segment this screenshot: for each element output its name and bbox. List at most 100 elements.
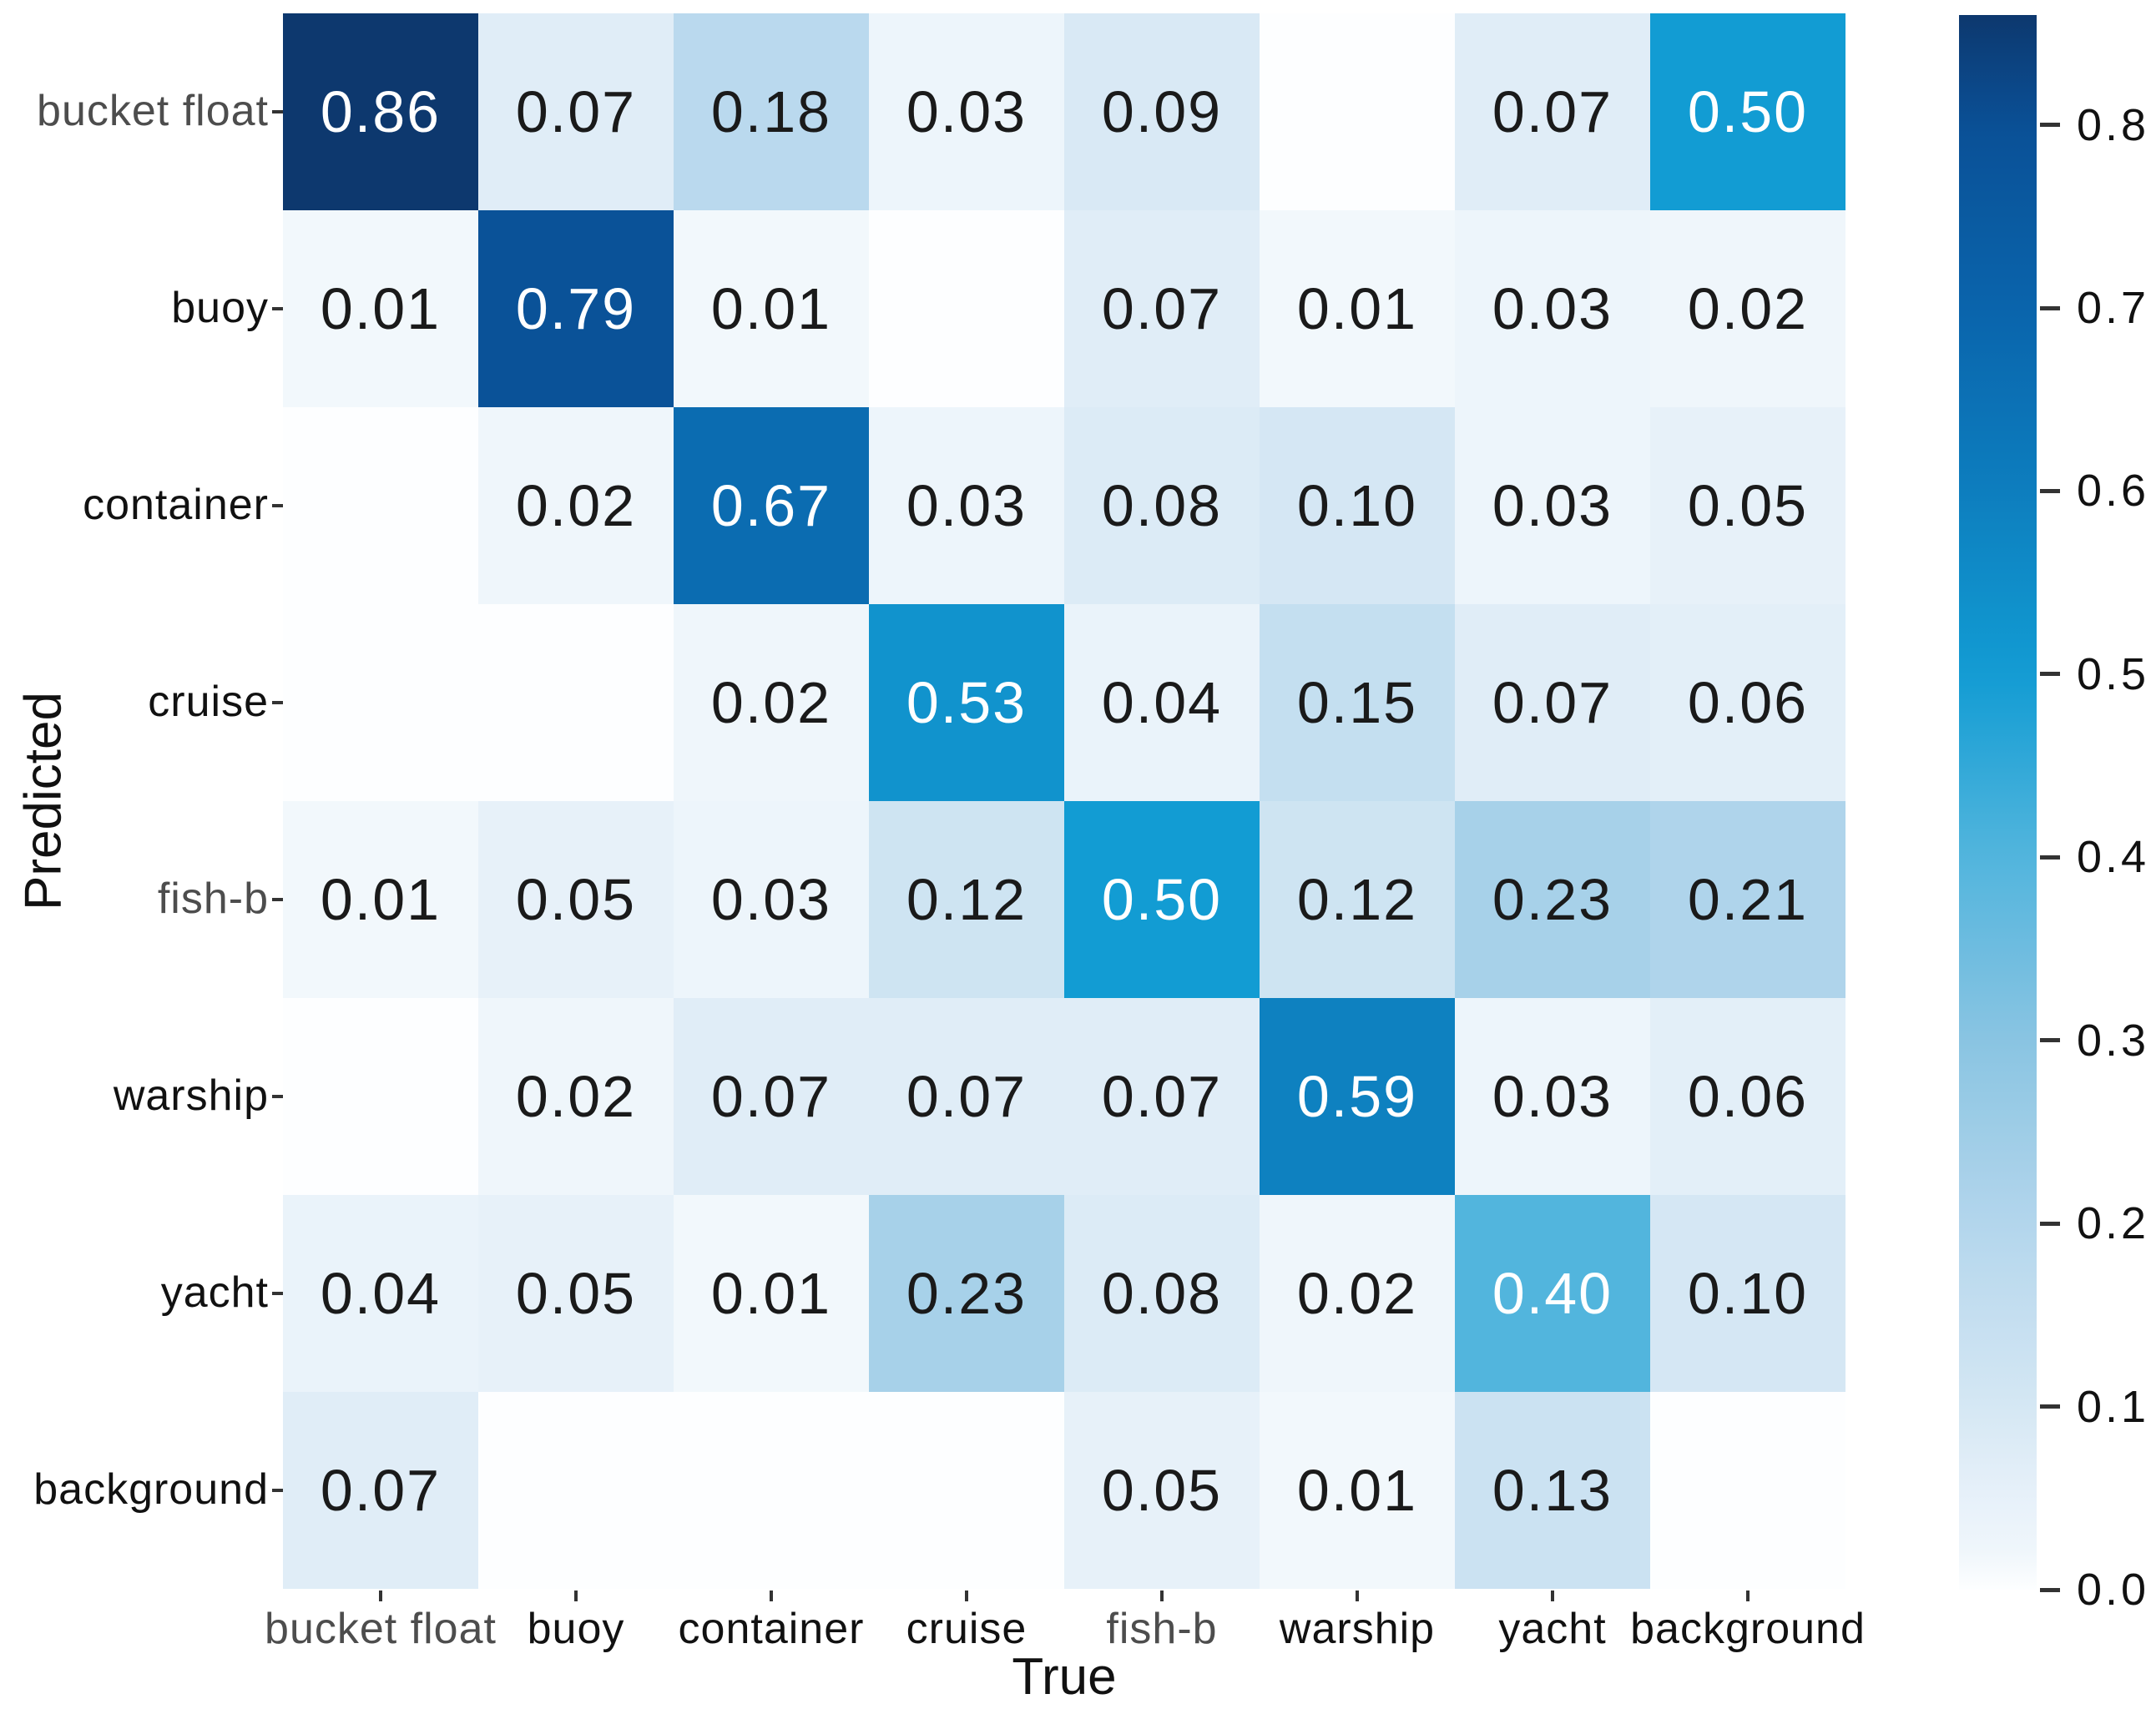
y-tick-label: container [83, 480, 269, 529]
heatmap-cell [1650, 1392, 1845, 1589]
heatmap-cell [674, 1392, 869, 1589]
heatmap-cell: 0.02 [1260, 1195, 1455, 1392]
y-tick-label: fish-b [157, 874, 269, 923]
heatmap-cell: 0.01 [674, 1195, 869, 1392]
heatmap-cell [283, 407, 478, 604]
heatmap-cell: 0.05 [478, 1195, 674, 1392]
heatmap-cell: 0.08 [1064, 1195, 1260, 1392]
heatmap-cell: 0.02 [478, 407, 674, 604]
x-tick-label: container [678, 1605, 865, 1653]
heatmap-cell: 0.05 [1064, 1392, 1260, 1589]
heatmap-cell: 0.06 [1650, 998, 1845, 1195]
heatmap-cell: 0.53 [869, 604, 1064, 801]
colorbar-tick [2040, 1221, 2060, 1226]
x-tick-label: buoy [527, 1605, 625, 1653]
heatmap-cell: 0.01 [1260, 210, 1455, 407]
heatmap-cell: 0.03 [1455, 407, 1650, 604]
colorbar-tick [2040, 854, 2060, 860]
heatmap-cell: 0.03 [1455, 998, 1650, 1195]
heatmap-cell [283, 998, 478, 1195]
x-tick-label: yacht [1498, 1605, 1607, 1653]
heatmap-cell: 0.03 [1455, 210, 1650, 407]
x-tick-label: bucket float [265, 1605, 497, 1653]
heatmap-cell: 0.07 [1064, 210, 1260, 407]
heatmap-cell: 0.40 [1455, 1195, 1650, 1392]
heatmap-cell [869, 1392, 1064, 1589]
x-axis-tick-labels: bucket float buoy container cruise fish-b war… [265, 1604, 1865, 1662]
heatmap-cell: 0.23 [1455, 801, 1650, 998]
heatmap-cell: 0.07 [1064, 998, 1260, 1195]
heatmap-cell: 0.03 [869, 13, 1064, 210]
colorbar-tick [2040, 1038, 2060, 1043]
x-axis-tick [1356, 1591, 1359, 1601]
heatmap-cell: 0.07 [1455, 13, 1650, 210]
y-tick-label: background [33, 1464, 269, 1514]
heatmap-cell: 0.01 [283, 801, 478, 998]
colorbar-tick [2040, 1587, 2060, 1592]
heatmap-cell: 0.21 [1650, 801, 1845, 998]
x-axis-tick [965, 1591, 968, 1601]
heatmap-cell: 0.09 [1064, 13, 1260, 210]
heatmap-cell: 0.01 [283, 210, 478, 407]
y-axis-tick [272, 307, 283, 310]
colorbar-tick [2040, 305, 2060, 310]
x-axis-tick [574, 1591, 578, 1601]
colorbar-tick [2040, 488, 2060, 493]
x-axis-tick [1746, 1591, 1750, 1601]
y-axis-tick [272, 1292, 283, 1295]
heatmap-cell: 0.02 [674, 604, 869, 801]
colorbar-tick-label: 0.4 [2077, 832, 2150, 883]
colorbar-tick-label: 0.7 [2077, 283, 2150, 334]
x-tick-label: cruise [906, 1605, 1028, 1653]
y-axis-tick [272, 110, 283, 113]
x-tick-label: fish-b [1106, 1605, 1218, 1653]
heatmap-cell: 0.13 [1455, 1392, 1650, 1589]
heatmap-cell: 0.08 [1064, 407, 1260, 604]
colorbar-tick-label: 0.3 [2077, 1015, 2150, 1066]
x-tick-label: background [1630, 1605, 1866, 1653]
heatmap-cell: 0.05 [1650, 407, 1845, 604]
heatmap-cell: 0.07 [674, 998, 869, 1195]
y-tick-label: cruise [148, 677, 269, 726]
heatmap-cell: 0.07 [478, 13, 674, 210]
x-tick-label: warship [1279, 1605, 1436, 1653]
heatmap-cell: 0.04 [1064, 604, 1260, 801]
heatmap-cell: 0.12 [869, 801, 1064, 998]
heatmap-cell: 0.18 [674, 13, 869, 210]
heatmap-cell: 0.10 [1650, 1195, 1845, 1392]
heatmap-cell: 0.59 [1260, 998, 1455, 1195]
heatmap-cell: 0.10 [1260, 407, 1455, 604]
colorbar-tick [2040, 672, 2060, 677]
y-tick-label: buoy [171, 283, 269, 332]
heatmap-cell: 0.07 [1455, 604, 1650, 801]
colorbar-tick-label: 0.5 [2077, 648, 2150, 699]
heatmap-cell: 0.50 [1650, 13, 1845, 210]
colorbar-tick [2040, 1404, 2060, 1409]
heatmap-cell: 0.86 [283, 13, 478, 210]
x-axis-title: True [1012, 1648, 1117, 1706]
heatmap-cell: 0.02 [1650, 210, 1845, 407]
heatmap-cell: 0.15 [1260, 604, 1455, 801]
heatmap-cell: 0.05 [478, 801, 674, 998]
heatmap-cell [1260, 13, 1455, 210]
x-axis-tick [379, 1591, 382, 1601]
heatmap-cell: 0.79 [478, 210, 674, 407]
heatmap-cell [478, 1392, 674, 1589]
colorbar-tick-label: 0.0 [2077, 1565, 2150, 1615]
x-axis-tick [770, 1591, 773, 1601]
heatmap-cell [478, 604, 674, 801]
colorbar-tick [2040, 123, 2060, 128]
heatmap-cell: 0.01 [1260, 1392, 1455, 1589]
heatmap-cell: 0.02 [478, 998, 674, 1195]
colorbar-tick-label: 0.2 [2077, 1198, 2150, 1249]
colorbar-gradient [1959, 15, 2037, 1590]
colorbar-tick-label: 0.6 [2077, 466, 2150, 517]
y-axis-tick [272, 898, 283, 901]
heatmap-cell: 0.07 [283, 1392, 478, 1589]
heatmap-cell [869, 210, 1064, 407]
heatmap-cell: 0.50 [1064, 801, 1260, 998]
y-tick-label: warship [113, 1071, 269, 1120]
heatmap-cell: 0.03 [674, 801, 869, 998]
y-tick-label: yacht [160, 1268, 269, 1317]
